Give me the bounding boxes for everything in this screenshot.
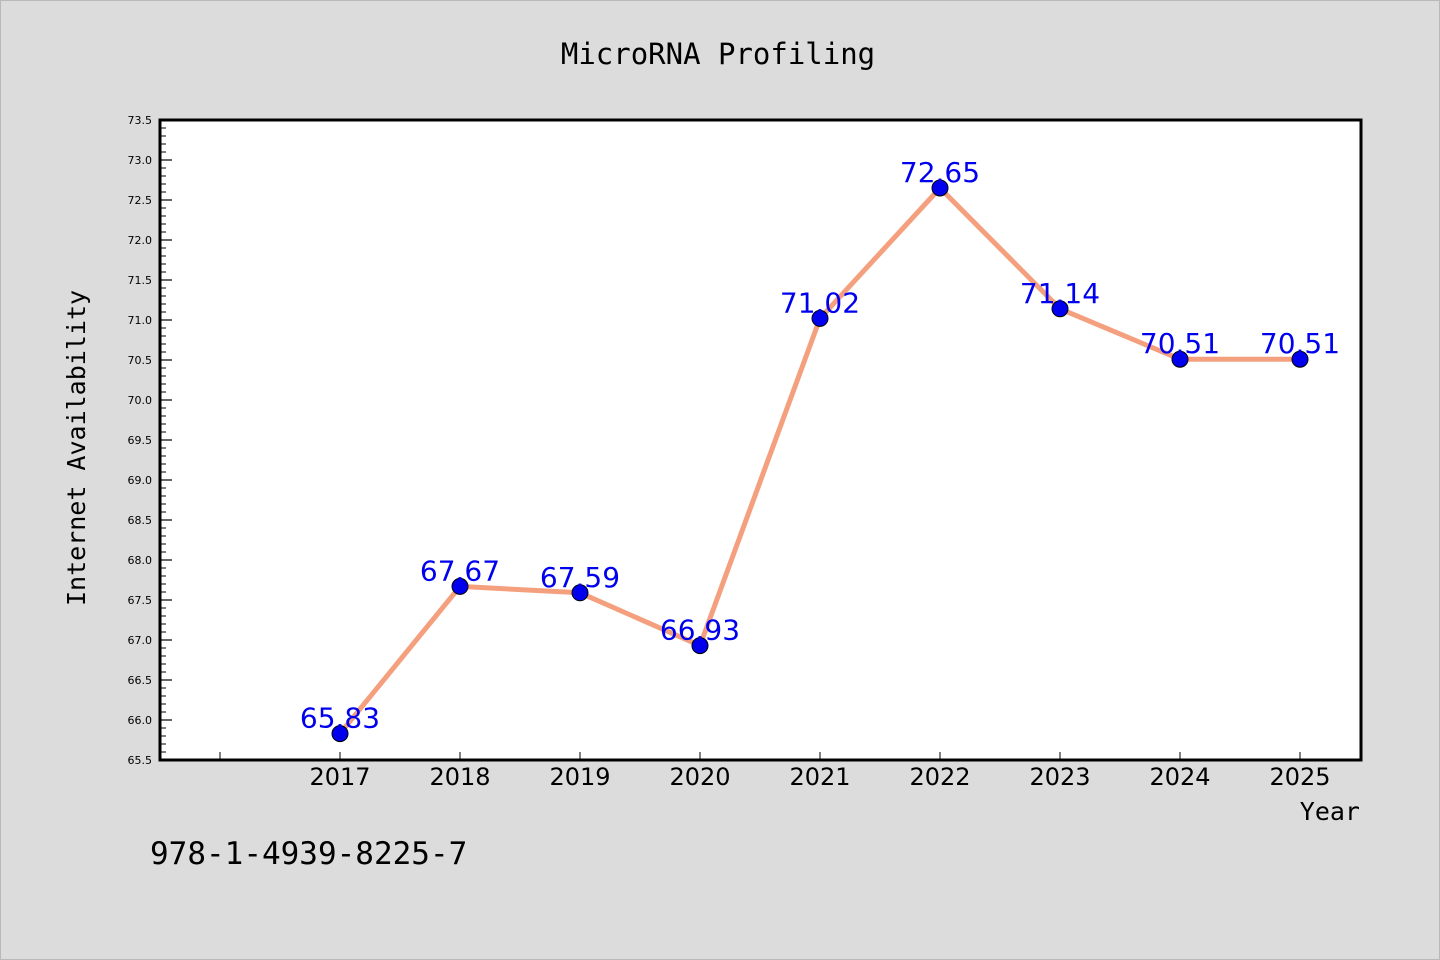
data-labels-group: 65.83 67.67 67.59 66.93 71.02 72.65 71.14 70.51…: [300, 156, 1340, 735]
x-tick-label: 2023: [1029, 763, 1090, 791]
y-tick-label: 71.5: [128, 274, 153, 287]
y-tick-label: 72.5: [128, 194, 153, 207]
y-tick-label: 73.5: [128, 114, 153, 127]
data-label: 71.14: [1020, 277, 1100, 310]
x-tick-label: 2025: [1269, 763, 1330, 791]
y-tick-label: 67.5: [128, 594, 153, 607]
data-label: 70.51: [1140, 327, 1220, 360]
x-axis-label: Year: [1300, 797, 1360, 826]
y-tick-label: 68.0: [128, 554, 153, 567]
y-tick-label: 73.0: [128, 154, 153, 167]
data-label: 71.02: [780, 286, 860, 319]
data-label: 67.59: [540, 561, 620, 594]
data-point-marker: [691, 637, 709, 655]
data-point-marker: [1291, 350, 1309, 368]
data-point-marker: [931, 179, 949, 197]
x-tick-label: 2022: [909, 763, 970, 791]
x-tick-label: 2020: [669, 763, 730, 791]
data-label: 72.65: [900, 156, 980, 189]
data-point-marker: [451, 577, 469, 595]
y-tick-label: 67.0: [128, 634, 153, 647]
x-tick-label: 2019: [549, 763, 610, 791]
data-label: 67.67: [420, 554, 500, 587]
markers-group: [331, 179, 1309, 743]
footer-text: 978-1-4939-8225-7: [150, 836, 467, 872]
y-tick-label: 70.5: [128, 354, 153, 367]
y-tick-label: 71.0: [128, 314, 153, 327]
y-tick-label: 66.0: [128, 714, 153, 727]
data-point-marker: [1171, 350, 1189, 368]
y-axis-label: Internet Availability: [62, 290, 91, 606]
y-tick-label: 68.5: [128, 514, 153, 527]
data-point-marker: [811, 309, 829, 327]
x-tick-label: 2021: [789, 763, 850, 791]
x-tick-label: 2024: [1149, 763, 1210, 791]
y-tick-label: 72.0: [128, 234, 153, 247]
y-tick-label: 66.5: [128, 674, 153, 687]
x-axis: 2017 2018 2019 2020 2021 2022 2023 2024 2025: [219, 752, 1331, 791]
data-point-marker: [331, 725, 349, 743]
data-point-marker: [571, 584, 589, 602]
y-tick-label: 65.5: [128, 754, 153, 767]
y-tick-label: 69.5: [128, 434, 153, 447]
x-tick-label: 2017: [309, 763, 370, 791]
y-tick-label: 70.0: [128, 394, 153, 407]
data-label: 66.93: [660, 614, 740, 647]
y-tick-label: 69.0: [128, 474, 153, 487]
x-tick-label: 2018: [429, 763, 490, 791]
chart-title: MicroRNA Profiling: [561, 37, 875, 71]
plot-area: [158, 118, 1363, 762]
data-point-marker: [1051, 300, 1069, 318]
data-label: 65.83: [300, 702, 380, 735]
data-label: 70.51: [1260, 327, 1340, 360]
y-axis: 65.5 66.0 66.5 67.0 67.5 68.0 68.5 69.0 69.5 70.0…: [128, 114, 172, 767]
